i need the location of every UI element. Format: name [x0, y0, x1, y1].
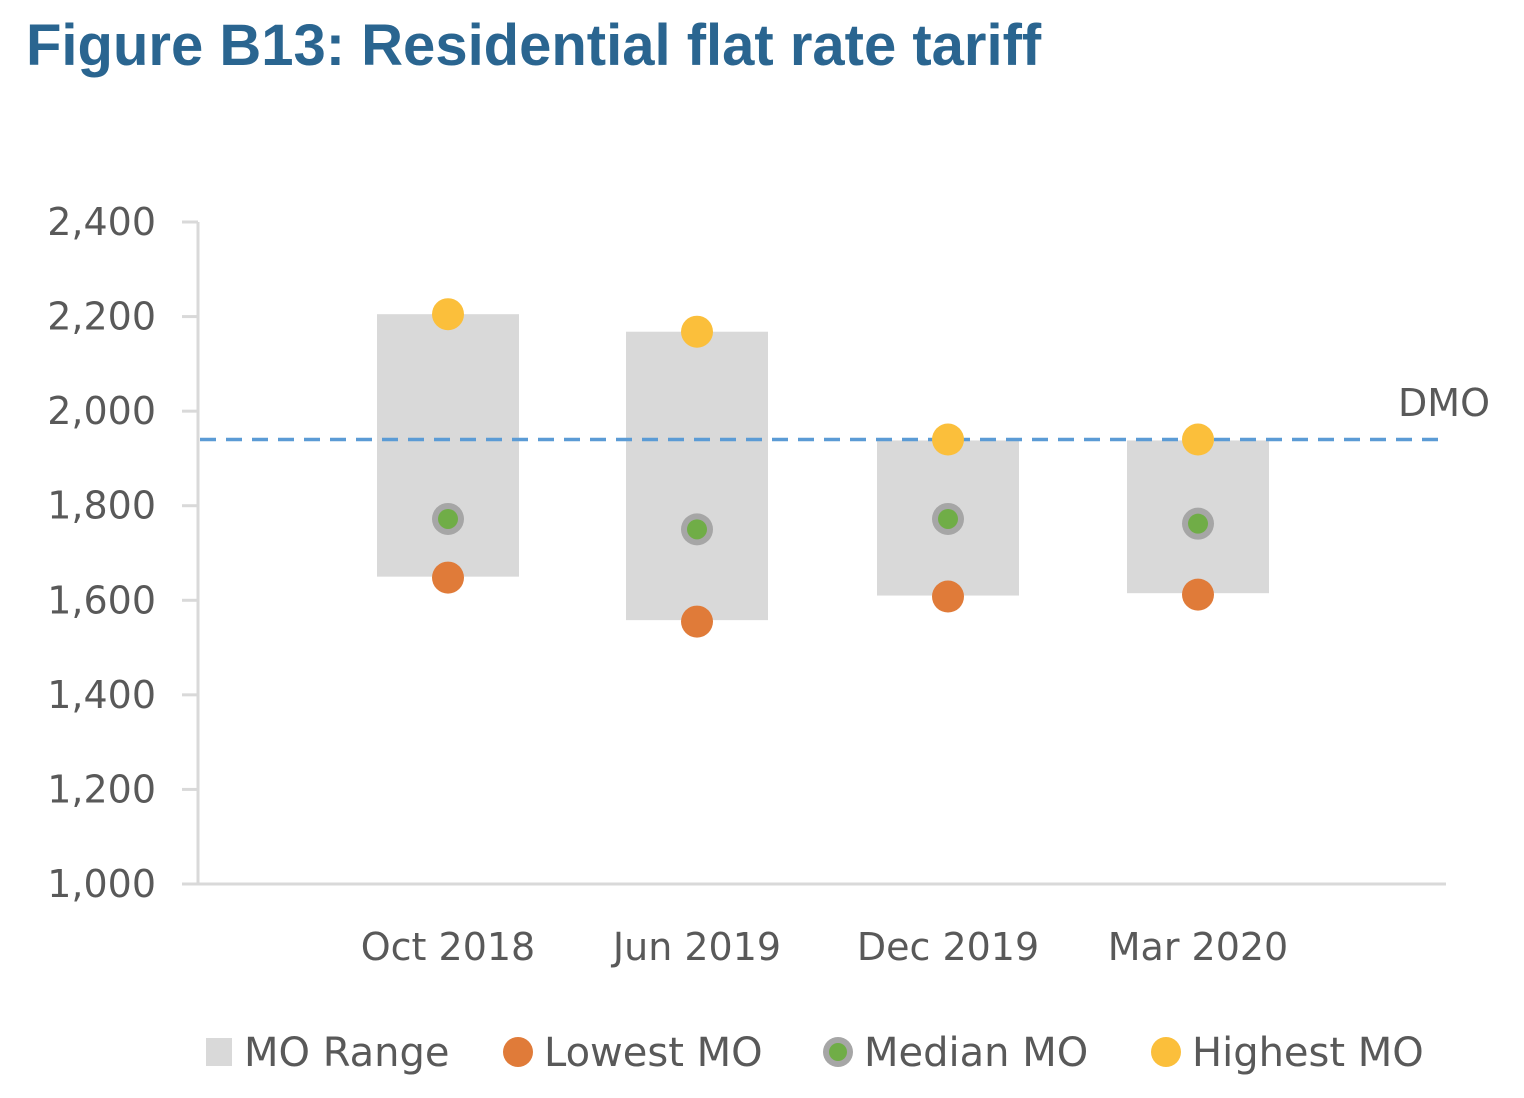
lowest-mo-point [1182, 578, 1214, 611]
legend-label-highest-mo: Highest MO [1192, 1030, 1424, 1076]
lowest-mo-point [432, 561, 464, 594]
y-tick-label: 1,400 [47, 673, 156, 717]
median-mo-point [938, 508, 958, 529]
x-tick-label: Mar 2020 [1108, 925, 1288, 969]
reference-line-group: DMO [200, 381, 1490, 442]
highest-mo-point [1182, 423, 1214, 456]
series-points [432, 298, 1214, 638]
range-bars [377, 314, 1269, 621]
median-mo-point [687, 519, 707, 540]
median-mo-point [438, 508, 458, 529]
y-tick-label: 1,800 [47, 484, 156, 528]
highest-mo-point [681, 315, 713, 348]
y-tick-label: 2,400 [47, 200, 156, 244]
legend-label-median-mo: Median MO [864, 1030, 1088, 1076]
median-mo-point [1188, 513, 1208, 534]
highest-mo-point [932, 423, 964, 456]
y-tick-label: 2,000 [47, 389, 156, 433]
y-tick-label: 1,200 [47, 767, 156, 811]
x-tick-label: Jun 2019 [611, 925, 781, 969]
lowest-mo-point [681, 605, 713, 638]
highest-mo-point [432, 298, 464, 331]
legend-swatch-highest-mo [1151, 1037, 1181, 1067]
y-tick-label: 2,200 [47, 295, 156, 339]
mo-range-bar [626, 331, 768, 621]
dmo-label: DMO [1398, 381, 1490, 425]
legend-swatch-median-mo [829, 1043, 847, 1061]
figure-title: Figure B13: Residential flat rate tariff [26, 13, 1042, 78]
legend: MO Range Lowest MO Median MO Highest MO [206, 1030, 1424, 1076]
y-tick-label: 1,600 [47, 578, 156, 622]
y-tick-label: 1,000 [47, 862, 156, 906]
legend-swatch-lowest-mo [503, 1037, 533, 1067]
x-tick-label: Dec 2019 [857, 925, 1039, 969]
y-axis: 1,000 1,200 1,400 1,600 1,800 2,000 2,200 2,400 [47, 200, 200, 906]
legend-label-mo-range: MO Range [244, 1030, 450, 1076]
mo-range-bar [377, 314, 519, 577]
legend-label-lowest-mo: Lowest MO [544, 1030, 763, 1076]
x-tick-label: Oct 2018 [361, 925, 536, 969]
x-tick-labels: Oct 2018 Jun 2019 Dec 2019 Mar 2020 [361, 925, 1288, 969]
lowest-mo-point [932, 580, 964, 613]
legend-swatch-mo-range [206, 1038, 232, 1066]
